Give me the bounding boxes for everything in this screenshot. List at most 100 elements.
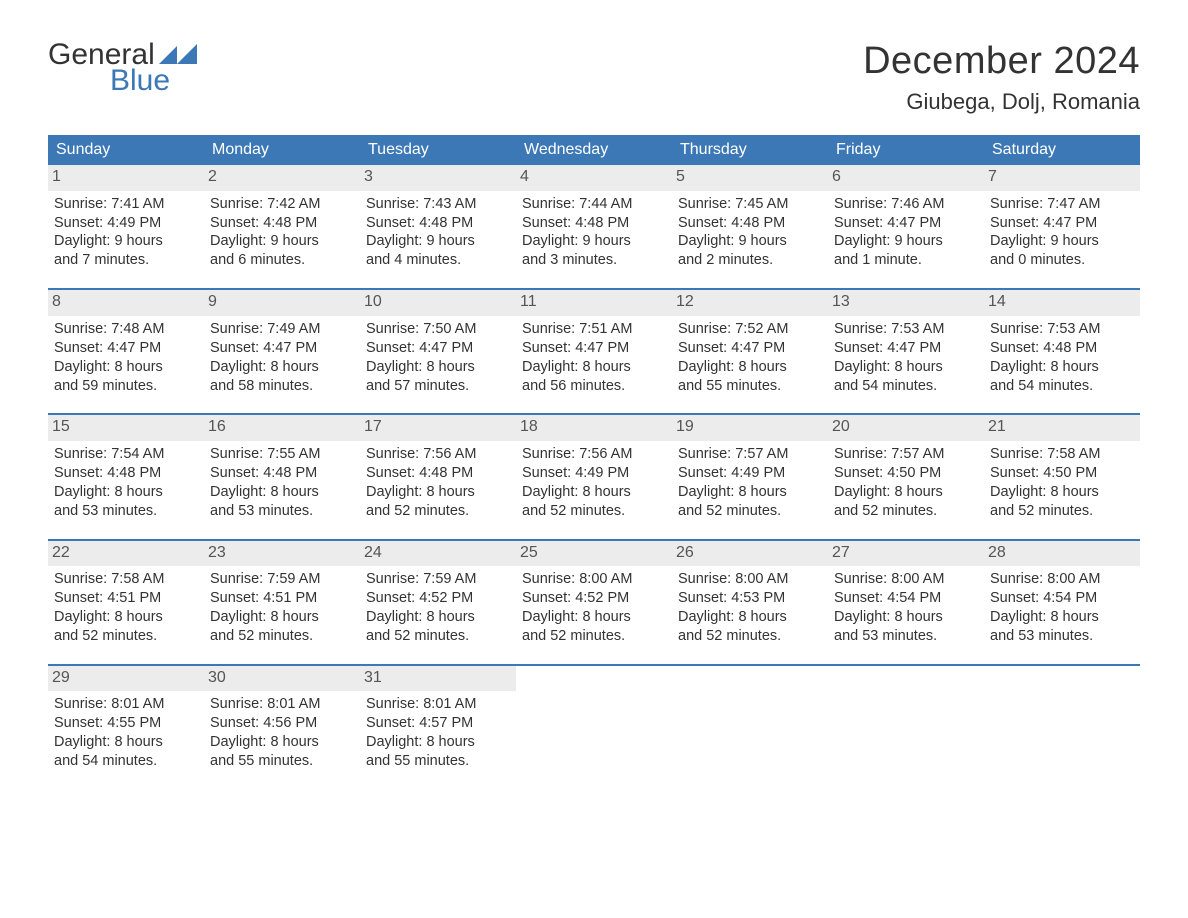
day-cell: 25Sunrise: 8:00 AMSunset: 4:52 PMDayligh…: [516, 541, 672, 664]
daylight-line-2: and 52 minutes.: [210, 627, 354, 646]
day-number: 21: [984, 415, 1140, 441]
day-cell: 3Sunrise: 7:43 AMSunset: 4:48 PMDaylight…: [360, 165, 516, 288]
header: General Blue December 2024 Giubega, Dolj…: [48, 40, 1140, 115]
day-number: 1: [48, 165, 204, 191]
day-cell: [828, 666, 984, 789]
sunrise-line: Sunrise: 7:56 AM: [366, 445, 510, 464]
daylight-line-2: and 2 minutes.: [678, 251, 822, 270]
sunset-line: Sunset: 4:47 PM: [834, 339, 978, 358]
daylight-line-2: and 52 minutes.: [834, 502, 978, 521]
day-number: 11: [516, 290, 672, 316]
sunrise-line: Sunrise: 7:54 AM: [54, 445, 198, 464]
daylight-line-1: Daylight: 8 hours: [366, 483, 510, 502]
sunset-line: Sunset: 4:47 PM: [678, 339, 822, 358]
daylight-line-2: and 58 minutes.: [210, 377, 354, 396]
sunset-line: Sunset: 4:48 PM: [366, 214, 510, 233]
sunset-line: Sunset: 4:57 PM: [366, 714, 510, 733]
dow-header: Wednesday: [516, 135, 672, 165]
day-number: 9: [204, 290, 360, 316]
day-number: 23: [204, 541, 360, 567]
day-cell: 7Sunrise: 7:47 AMSunset: 4:47 PMDaylight…: [984, 165, 1140, 288]
day-number: 10: [360, 290, 516, 316]
daylight-line-2: and 52 minutes.: [678, 627, 822, 646]
daylight-line-2: and 7 minutes.: [54, 251, 198, 270]
sunrise-line: Sunrise: 7:57 AM: [834, 445, 978, 464]
sunrise-line: Sunrise: 7:51 AM: [522, 320, 666, 339]
sunset-line: Sunset: 4:52 PM: [366, 589, 510, 608]
daylight-line-1: Daylight: 8 hours: [366, 733, 510, 752]
daylight-line-1: Daylight: 8 hours: [210, 608, 354, 627]
daylight-line-2: and 52 minutes.: [990, 502, 1134, 521]
daylight-line-2: and 52 minutes.: [366, 502, 510, 521]
sunset-line: Sunset: 4:56 PM: [210, 714, 354, 733]
day-cell: 5Sunrise: 7:45 AMSunset: 4:48 PMDaylight…: [672, 165, 828, 288]
day-cell: 14Sunrise: 7:53 AMSunset: 4:48 PMDayligh…: [984, 290, 1140, 413]
daylight-line-1: Daylight: 9 hours: [366, 232, 510, 251]
dow-header: Friday: [828, 135, 984, 165]
daylight-line-1: Daylight: 8 hours: [54, 358, 198, 377]
daylight-line-2: and 4 minutes.: [366, 251, 510, 270]
sunrise-line: Sunrise: 7:53 AM: [990, 320, 1134, 339]
day-cell: 23Sunrise: 7:59 AMSunset: 4:51 PMDayligh…: [204, 541, 360, 664]
daylight-line-1: Daylight: 8 hours: [678, 608, 822, 627]
sunset-line: Sunset: 4:53 PM: [678, 589, 822, 608]
day-number: 27: [828, 541, 984, 567]
calendar-grid: SundayMondayTuesdayWednesdayThursdayFrid…: [48, 135, 1140, 789]
daylight-line-1: Daylight: 8 hours: [522, 608, 666, 627]
daylight-line-1: Daylight: 8 hours: [366, 608, 510, 627]
daylight-line-1: Daylight: 9 hours: [834, 232, 978, 251]
daylight-line-2: and 54 minutes.: [54, 752, 198, 771]
daylight-line-1: Daylight: 8 hours: [678, 358, 822, 377]
sunrise-line: Sunrise: 8:01 AM: [54, 695, 198, 714]
sunrise-line: Sunrise: 8:00 AM: [678, 570, 822, 589]
day-cell: 10Sunrise: 7:50 AMSunset: 4:47 PMDayligh…: [360, 290, 516, 413]
daylight-line-2: and 53 minutes.: [210, 502, 354, 521]
daylight-line-1: Daylight: 8 hours: [210, 483, 354, 502]
sunrise-line: Sunrise: 7:56 AM: [522, 445, 666, 464]
daylight-line-1: Daylight: 8 hours: [834, 608, 978, 627]
dow-header: Sunday: [48, 135, 204, 165]
daylight-line-1: Daylight: 8 hours: [990, 483, 1134, 502]
sunset-line: Sunset: 4:50 PM: [834, 464, 978, 483]
day-cell: 15Sunrise: 7:54 AMSunset: 4:48 PMDayligh…: [48, 415, 204, 538]
day-number: 24: [360, 541, 516, 567]
sunset-line: Sunset: 4:51 PM: [210, 589, 354, 608]
sunrise-line: Sunrise: 8:00 AM: [834, 570, 978, 589]
sunset-line: Sunset: 4:48 PM: [210, 214, 354, 233]
day-number: 20: [828, 415, 984, 441]
daylight-line-1: Daylight: 8 hours: [54, 733, 198, 752]
daylight-line-1: Daylight: 8 hours: [678, 483, 822, 502]
sunset-line: Sunset: 4:47 PM: [834, 214, 978, 233]
sunset-line: Sunset: 4:51 PM: [54, 589, 198, 608]
day-cell: 19Sunrise: 7:57 AMSunset: 4:49 PMDayligh…: [672, 415, 828, 538]
sunset-line: Sunset: 4:47 PM: [54, 339, 198, 358]
day-cell: 16Sunrise: 7:55 AMSunset: 4:48 PMDayligh…: [204, 415, 360, 538]
day-number: 19: [672, 415, 828, 441]
day-number: 2: [204, 165, 360, 191]
daylight-line-2: and 52 minutes.: [366, 627, 510, 646]
day-cell: 27Sunrise: 8:00 AMSunset: 4:54 PMDayligh…: [828, 541, 984, 664]
sunrise-line: Sunrise: 8:00 AM: [522, 570, 666, 589]
sunrise-line: Sunrise: 8:00 AM: [990, 570, 1134, 589]
day-cell: 2Sunrise: 7:42 AMSunset: 4:48 PMDaylight…: [204, 165, 360, 288]
sunset-line: Sunset: 4:48 PM: [366, 464, 510, 483]
day-number: 6: [828, 165, 984, 191]
daylight-line-1: Daylight: 9 hours: [54, 232, 198, 251]
daylight-line-1: Daylight: 8 hours: [990, 358, 1134, 377]
daylight-line-2: and 59 minutes.: [54, 377, 198, 396]
daylight-line-2: and 3 minutes.: [522, 251, 666, 270]
daylight-line-2: and 52 minutes.: [522, 502, 666, 521]
sunrise-line: Sunrise: 7:55 AM: [210, 445, 354, 464]
day-number: 7: [984, 165, 1140, 191]
day-number: 13: [828, 290, 984, 316]
sunrise-line: Sunrise: 8:01 AM: [210, 695, 354, 714]
sunrise-line: Sunrise: 7:45 AM: [678, 195, 822, 214]
sunrise-line: Sunrise: 7:50 AM: [366, 320, 510, 339]
day-cell: [984, 666, 1140, 789]
daylight-line-1: Daylight: 8 hours: [366, 358, 510, 377]
day-cell: 18Sunrise: 7:56 AMSunset: 4:49 PMDayligh…: [516, 415, 672, 538]
sunset-line: Sunset: 4:54 PM: [990, 589, 1134, 608]
day-cell: 17Sunrise: 7:56 AMSunset: 4:48 PMDayligh…: [360, 415, 516, 538]
day-number: 18: [516, 415, 672, 441]
day-cell: [516, 666, 672, 789]
